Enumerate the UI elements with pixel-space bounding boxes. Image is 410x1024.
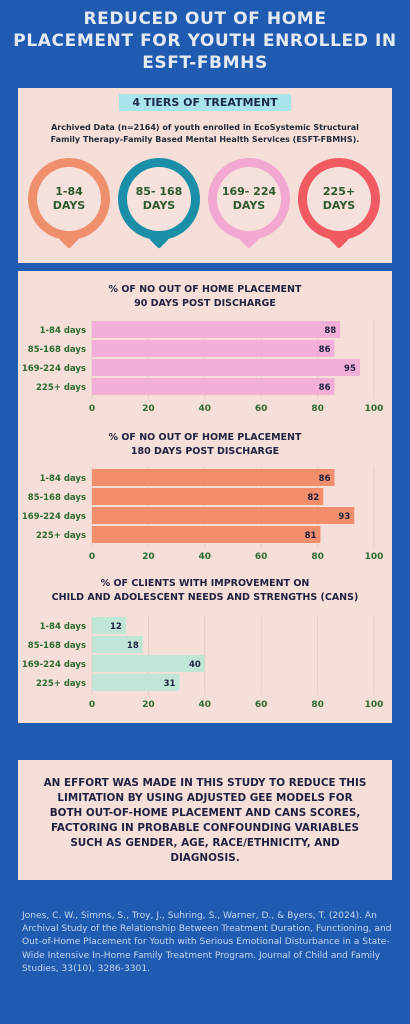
tier-pin-3: 169- 224 DAYS <box>208 158 290 250</box>
category-label: 225+ days <box>36 679 86 689</box>
chart-title-180-days: % OF NO OUT OF HOME PLACEMENT 180 DAYS P… <box>108 432 302 457</box>
data-label: 31 <box>164 679 176 689</box>
tick-label: 20 <box>142 552 155 562</box>
category-label: 225+ days <box>36 531 86 541</box>
tick-label: 0 <box>89 552 95 562</box>
tick-label: 100 <box>365 404 384 414</box>
effort-text: An effort was made in this study to redu… <box>43 777 367 864</box>
tick-label: 80 <box>311 404 324 414</box>
tick-label: 60 <box>255 700 268 710</box>
category-label: 85-168 days <box>28 641 86 651</box>
category-label: 85-168 days <box>28 345 86 355</box>
charts-panel: % OF NO OUT OF HOME PLACEMENT 90 DAYS PO… <box>18 271 392 723</box>
chart-title-90-days: % OF NO OUT OF HOME PLACEMENT 90 DAYS PO… <box>108 284 302 309</box>
data-label: 93 <box>338 512 350 522</box>
bar <box>92 340 335 357</box>
data-label: 86 <box>319 345 331 355</box>
tick-label: 60 <box>255 404 268 414</box>
bar <box>92 359 360 376</box>
category-label: 225+ days <box>36 383 86 393</box>
tiers-banner: 4 TIERS OF TREATMENT <box>119 94 291 111</box>
tick-label: 40 <box>199 552 212 562</box>
page-title: REDUCED OUT OF HOME PLACEMENT FOR YOUTH … <box>13 9 397 73</box>
chart-180-days: 1-84 days 86 85-168 days 82 169-224 days 93 22… <box>22 467 384 562</box>
category-label: 85-168 days <box>28 493 86 503</box>
chart-title-cans: % OF CLIENTS WITH IMPROVEMENT ON CHILD A… <box>51 578 359 603</box>
category-label: 1-84 days <box>40 474 86 484</box>
tick-label: 80 <box>311 552 324 562</box>
effort-panel: An effort was made in this study to redu… <box>18 760 392 880</box>
bar <box>92 378 335 395</box>
tick-label: 40 <box>199 700 212 710</box>
tier-pin-4: 225+ DAYS <box>298 158 380 250</box>
tiers-panel: 4 TIERS OF TREATMENT Archived Data (n=21… <box>18 88 392 263</box>
citation: Jones, C. W., Simms, S., Troy, J., Suhri… <box>22 911 392 974</box>
tier-pin-1: 1-84 DAYS <box>28 158 110 250</box>
tick-label: 20 <box>142 404 155 414</box>
tick-label: 60 <box>255 552 268 562</box>
category-label: 169-224 days <box>22 660 86 670</box>
tier-pin-label: 169- 224 DAYS <box>217 167 281 231</box>
tier-pin-label: 225+ DAYS <box>307 167 371 231</box>
data-label: 88 <box>324 326 336 336</box>
tick-label: 100 <box>365 700 384 710</box>
archived-data-text: Archived Data (n=2164) of youth enrolled… <box>50 123 360 144</box>
bar <box>92 321 341 338</box>
tick-label: 80 <box>311 700 324 710</box>
chart-90-days: 1-84 days 88 85-168 days 86 169-224 days 95 22… <box>22 319 384 414</box>
bar <box>92 674 180 691</box>
data-label: 40 <box>189 660 201 670</box>
tick-label: 0 <box>89 700 95 710</box>
tier-pin-label: 85- 168 DAYS <box>127 167 191 231</box>
bar <box>92 655 205 672</box>
category-label: 1-84 days <box>40 326 86 336</box>
tick-label: 0 <box>89 404 95 414</box>
bar <box>92 488 324 505</box>
data-label: 18 <box>127 641 139 651</box>
bar <box>92 526 321 543</box>
tick-label: 100 <box>365 552 384 562</box>
category-label: 169-224 days <box>22 512 86 522</box>
category-label: 1-84 days <box>40 622 86 632</box>
tick-label: 40 <box>199 404 212 414</box>
data-label: 95 <box>344 364 356 374</box>
bar <box>92 617 126 634</box>
chart-cans: 1-84 days 12 85-168 days 18 169-224 days 40 22… <box>22 615 384 710</box>
bar <box>92 507 355 524</box>
tier-pin-label: 1-84 DAYS <box>37 167 101 231</box>
data-label: 12 <box>110 622 122 632</box>
data-label: 81 <box>305 531 317 541</box>
data-label: 86 <box>319 474 331 484</box>
bar <box>92 469 335 486</box>
bar <box>92 636 143 653</box>
data-label: 82 <box>307 493 319 503</box>
data-label: 86 <box>319 383 331 393</box>
category-label: 169-224 days <box>22 364 86 374</box>
tick-label: 20 <box>142 700 155 710</box>
tier-pin-2: 85- 168 DAYS <box>118 158 200 250</box>
